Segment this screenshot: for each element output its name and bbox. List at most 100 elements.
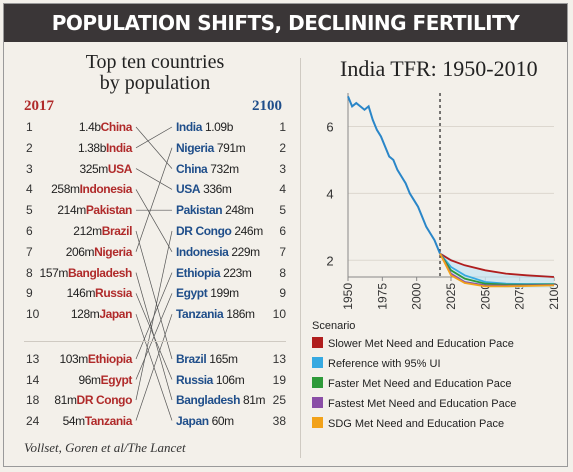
rank-number: 13	[272, 352, 286, 366]
population-value: 60m	[208, 413, 235, 428]
rank-row-2017: 4 258mIndonesia	[0, 180, 132, 198]
rank-row-2100: Japan 60m 38	[176, 412, 286, 430]
rank-row-2017: 13 103mEthiopia	[0, 350, 132, 368]
country-name: Nigeria	[94, 244, 132, 259]
population-value: 157m	[39, 265, 69, 280]
x-tick-label: 2050	[478, 283, 492, 310]
rank-number: 14	[26, 372, 40, 387]
population-value: 1.38b	[77, 140, 106, 155]
country-name: Bangladesh	[67, 265, 132, 280]
population-value: 336m	[200, 182, 232, 197]
rank-number: 1	[26, 120, 33, 134]
rank-number: 8	[26, 265, 33, 280]
rank-number: 9	[26, 286, 33, 301]
country-name: Nigeria	[176, 140, 214, 155]
population-value: 229m	[228, 244, 260, 259]
rank-entry: 214mPakistan	[57, 201, 132, 219]
rank-row-2100: Indonesia 229m 7	[176, 243, 286, 261]
rank-row-2100: DR Congo 246m 6	[176, 222, 286, 240]
legend-label: SDG Met Need and Education Pace	[328, 418, 505, 430]
rank-entry: 128mJapan	[71, 305, 133, 323]
country-name: USA	[176, 182, 201, 197]
panel-divider	[300, 58, 301, 458]
rank-number: 3	[26, 161, 33, 176]
rank-row-2100: USA 336m 4	[176, 180, 286, 198]
rank-number: 9	[279, 286, 286, 301]
legend-label: Slower Met Need and Education Pace	[328, 338, 514, 350]
rank-number: 8	[279, 265, 286, 280]
rank-row-2100: Egypt 199m 9	[176, 284, 286, 302]
rank-number: 18	[26, 393, 40, 407]
country-name: Bangladesh	[176, 393, 241, 407]
rank-number: 24	[26, 413, 40, 428]
population-value: 96m	[78, 372, 102, 387]
rank-number: 3	[279, 161, 286, 176]
country-name: Ethiopia	[176, 265, 221, 280]
country-name: Tanzania	[176, 307, 224, 322]
rank-entry: 212mBrazil	[73, 222, 132, 240]
rank-number: 2	[279, 140, 286, 155]
rank-number: 6	[279, 224, 286, 238]
population-value: 214m	[57, 203, 86, 218]
rank-row-2017: 9 146mRussia	[0, 284, 132, 302]
country-name: Tanzania	[84, 413, 133, 428]
rank-row-2017: 14 96mEgypt	[0, 371, 132, 389]
country-name: Russia	[95, 286, 132, 301]
rank-number: 10	[26, 307, 40, 322]
population-value: 732m	[207, 161, 239, 176]
x-tick-label: 2100	[547, 283, 561, 310]
rank-row-2100: India 1.09b 1	[176, 118, 286, 136]
legend-swatch	[312, 357, 323, 368]
rank-number: 19	[272, 372, 286, 387]
population-value: 223m	[220, 265, 252, 280]
country-name: Japan	[176, 413, 209, 428]
population-value: 54m	[62, 413, 86, 428]
rank-row-2017: 24 54mTanzania	[0, 412, 132, 430]
rank-row-2017: 5 214mPakistan	[0, 201, 132, 219]
rank-row-2100: Pakistan 248m 5	[176, 201, 286, 219]
left-title-line2: by population	[99, 72, 211, 94]
country-name: Indonesia	[79, 182, 133, 197]
rank-number: 6	[26, 224, 33, 238]
legend-label: Reference with 95% UI	[328, 358, 441, 370]
rank-number: 25	[272, 393, 286, 407]
population-value: 1.4b	[78, 120, 101, 134]
population-value: 325m	[79, 161, 108, 176]
rank-row-2017: 1 1.4bChina	[0, 118, 132, 136]
population-value: 103m	[59, 352, 88, 366]
country-name: Indonesia	[176, 244, 229, 259]
population-value: 212m	[73, 224, 102, 238]
country-name: India	[176, 120, 203, 134]
rank-row-2100: Russia 106m 19	[176, 371, 286, 389]
left-title-line1: Top ten countries	[85, 51, 225, 73]
legend-item: Slower Met Need and Education Pace	[312, 337, 514, 351]
legend-title: Scenario	[312, 320, 356, 332]
rank-row-2017: 8 157mBangladesh	[0, 264, 132, 282]
country-name: Egypt	[100, 372, 133, 387]
x-tick-label: 2025	[444, 283, 458, 310]
year-label-2100: 2100	[252, 98, 282, 114]
rank-entry: 146mRussia	[67, 284, 133, 302]
population-value: 81m	[54, 393, 77, 407]
country-name: India	[105, 140, 132, 155]
population-value: 248m	[222, 203, 254, 218]
rank-entry: 103mEthiopia	[59, 350, 132, 368]
rank-row-2100: Tanzania 186m 10	[176, 305, 286, 323]
rank-number: 1	[279, 120, 286, 134]
rank-entry: 96mEgypt	[79, 371, 133, 389]
rank-number: 5	[279, 203, 286, 218]
country-name: Ethiopia	[87, 352, 133, 366]
legend-item: SDG Met Need and Education Pace	[312, 417, 504, 431]
rank-row-2100: Bangladesh 81m 25	[176, 391, 286, 409]
population-value: 1.09b	[202, 120, 233, 134]
country-name: Brazil	[176, 352, 207, 366]
rank-entry: 258mIndonesia	[51, 180, 132, 198]
country-name: Pakistan	[176, 203, 223, 218]
rank-row-2017: 2 1.38bIndia	[0, 139, 132, 157]
rank-entry: 206mNigeria	[65, 243, 133, 261]
rank-row-2100: Nigeria 791m 2	[176, 139, 286, 157]
section-divider	[24, 341, 286, 342]
population-value: 206m	[65, 244, 95, 259]
population-value: 199m	[207, 286, 239, 301]
left-panel-title: Top ten countries by population	[50, 52, 260, 94]
